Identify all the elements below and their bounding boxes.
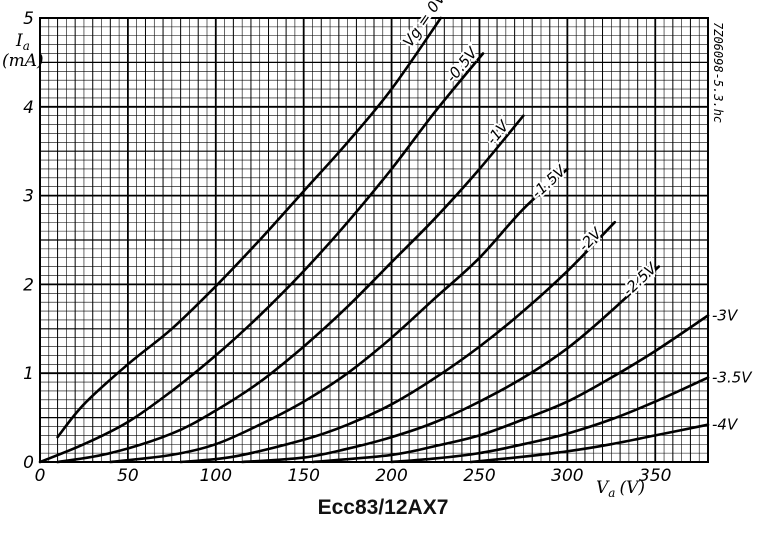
y-tick-label: 5 bbox=[23, 9, 34, 29]
y-axis-unit: (mA) bbox=[2, 51, 44, 71]
x-tick-label: 250 bbox=[463, 466, 495, 486]
y-tick-label: 1 bbox=[23, 364, 34, 384]
y-axis-label: Ia bbox=[15, 31, 30, 53]
x-tick-label: 0 bbox=[35, 466, 46, 486]
x-tick-label: 300 bbox=[551, 466, 583, 486]
series-label-1V: -1V bbox=[483, 116, 514, 148]
grid bbox=[39, 17, 709, 463]
curve-3.5V bbox=[390, 376, 710, 464]
curves bbox=[38, 16, 710, 464]
y-tick-label: 0 bbox=[23, 453, 34, 473]
series-label-3.5V: -3.5V bbox=[712, 369, 753, 387]
plot-frame bbox=[39, 17, 709, 463]
x-axis-label: Va (V) bbox=[596, 478, 645, 500]
drawing-code: 7Z06098-5.3.hc bbox=[711, 22, 725, 123]
curve-3V bbox=[311, 314, 710, 464]
y-axis-label-sub: a bbox=[23, 39, 30, 53]
x-tick-label: 100 bbox=[200, 466, 232, 486]
series-label-2V: -2V bbox=[575, 223, 607, 255]
y-tick-label: 2 bbox=[23, 275, 34, 295]
curve-1V bbox=[56, 114, 525, 464]
x-tick-label: 200 bbox=[375, 466, 407, 486]
x-axis-unit: (V) bbox=[619, 478, 645, 498]
x-tick-label: 350 bbox=[639, 466, 671, 486]
chart-title: Ecc83/12AX7 bbox=[317, 496, 449, 519]
x-axis-label-sub: a bbox=[608, 486, 615, 500]
curve-4V bbox=[469, 423, 710, 464]
series-label-4V: -4V bbox=[712, 416, 739, 434]
y-tick-label: 3 bbox=[23, 187, 34, 207]
curve-2V bbox=[179, 220, 617, 464]
curve-0.5V bbox=[38, 52, 485, 464]
curve-Vg-0V bbox=[56, 16, 443, 439]
curve-1.5V bbox=[109, 167, 569, 464]
curve-2.5V bbox=[240, 265, 661, 464]
x-tick-label: 50 bbox=[117, 466, 139, 486]
series-label-3V: -3V bbox=[712, 306, 739, 324]
y-tick-label: 4 bbox=[23, 98, 34, 118]
x-tick-label: 150 bbox=[287, 466, 319, 486]
